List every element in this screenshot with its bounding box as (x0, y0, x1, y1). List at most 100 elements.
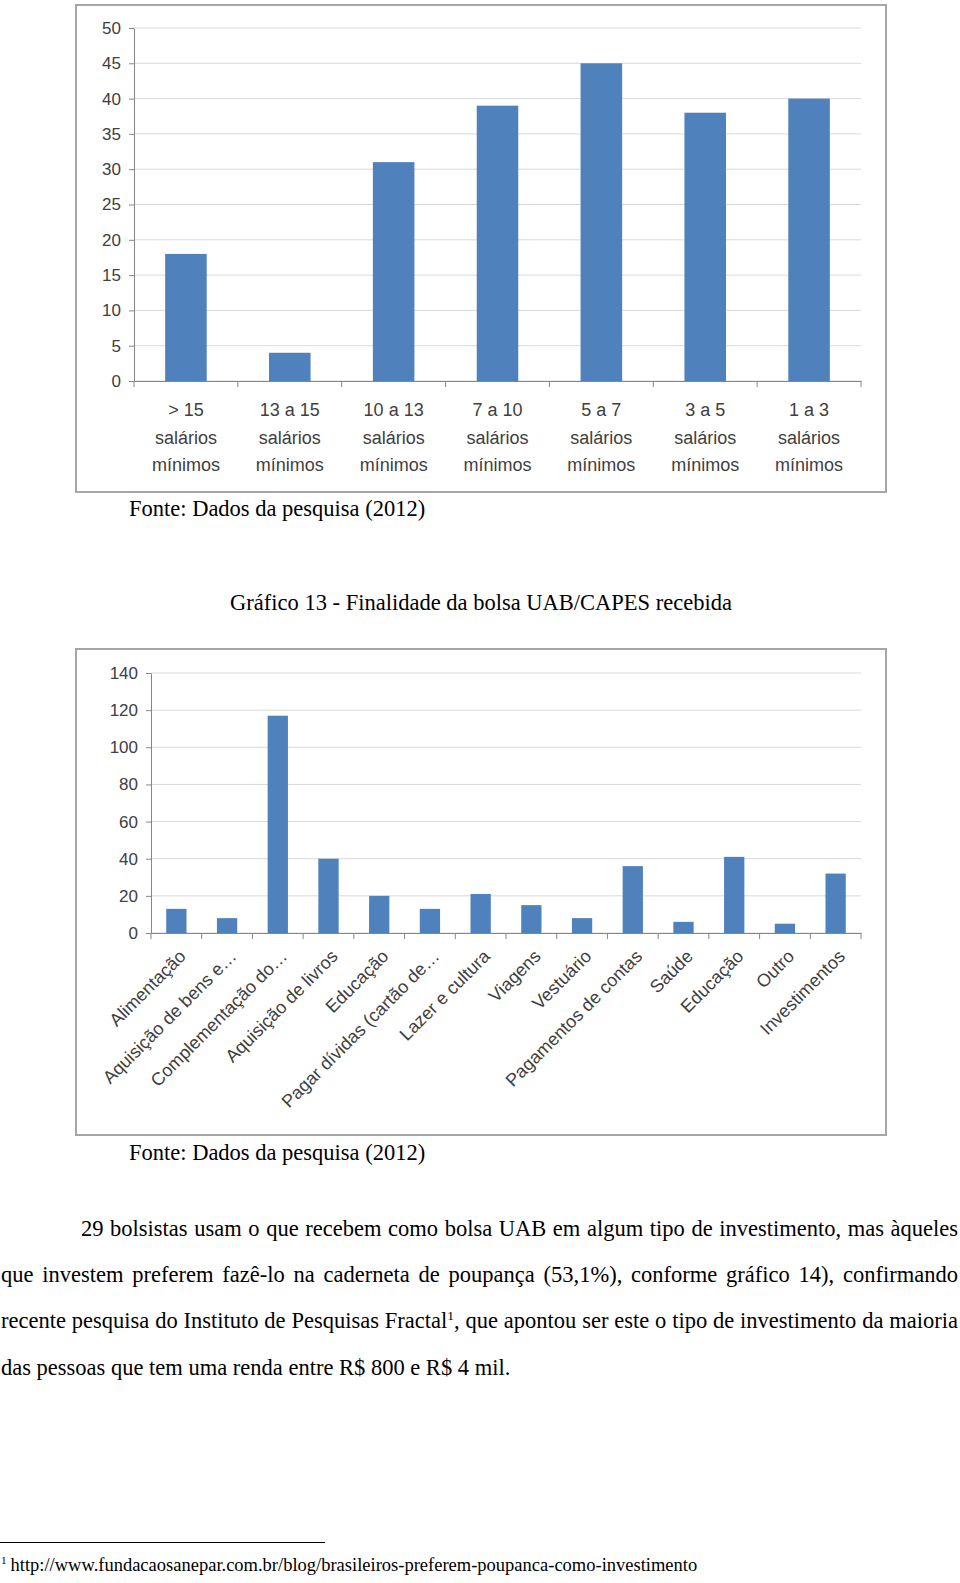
y-tick-mark (146, 859, 151, 860)
x-tick-label-line: salários (466, 428, 528, 448)
y-tick: 0 (129, 924, 151, 943)
y-tick: 20 (119, 887, 151, 906)
category-divider (757, 381, 758, 387)
y-tick: 120 (110, 701, 151, 720)
y-tick-mark (129, 63, 134, 64)
y-tick-mark (129, 275, 134, 276)
category-divider (303, 933, 304, 939)
y-tick-label: 50 (102, 19, 121, 38)
x-tick: Outro (752, 946, 798, 992)
bar (826, 874, 846, 933)
footnote-text: http://www.fundacaosanepar.com.br/blog/b… (11, 1555, 698, 1575)
x-tick-label: Pagamentos de contas (502, 946, 646, 1090)
grid (151, 673, 861, 933)
x-tick: 13 a 15saláriosmínimos (256, 400, 324, 475)
y-tick: 100 (110, 738, 151, 757)
chart-title: Gráfico 13 - Finalidade da bolsa UAB/CAP… (230, 590, 732, 615)
y-tick: 50 (102, 19, 134, 38)
y-tick-label: 60 (119, 813, 138, 832)
y-tick-label: 5 (112, 337, 121, 356)
y-tick-mark (146, 784, 151, 785)
x-tick-label: Investimentos (756, 946, 849, 1039)
bar (788, 99, 830, 381)
y-tick-label: 30 (102, 160, 121, 179)
y-tick: 45 (102, 54, 134, 73)
y-axis-line (134, 29, 135, 382)
y-tick-mark (129, 28, 134, 29)
x-axis-line (135, 381, 862, 382)
footnote: 1http://www.fundacaosanepar.com.br/blog/… (1, 1555, 959, 1576)
category-divider (653, 381, 654, 387)
bar (318, 859, 338, 933)
y-axis: 05101520253035404550 (102, 19, 134, 391)
x-tick-label-line: salários (259, 428, 321, 448)
y-tick-mark (146, 896, 151, 897)
x-tick: 10 a 13saláriosmínimos (360, 400, 428, 475)
y-tick: 30 (102, 160, 134, 179)
y-tick-mark (129, 169, 134, 170)
x-tick-label-line: mínimos (567, 455, 635, 475)
y-tick-mark (146, 933, 151, 934)
category-divider (810, 933, 811, 939)
x-tick-label: Lazer e cultura (396, 945, 495, 1044)
x-tick: 3 a 5saláriosmínimos (671, 400, 739, 475)
category-divider (549, 381, 550, 387)
bars (166, 716, 846, 933)
y-tick: 20 (102, 231, 134, 250)
grid-line (151, 673, 861, 674)
chart-frame (76, 5, 886, 492)
grid (134, 28, 861, 381)
bar (623, 866, 643, 933)
y-tick-mark (129, 240, 134, 241)
category-divider (404, 933, 405, 939)
x-tick-label-line: mínimos (152, 455, 220, 475)
x-tick-label: 13 a 15saláriosmínimos (256, 400, 324, 475)
grid-line (151, 895, 861, 896)
y-tick-mark (129, 99, 134, 100)
x-tick: Investimentos (756, 946, 849, 1039)
bar (477, 106, 519, 381)
grid-line (151, 747, 861, 748)
y-tick-label: 100 (110, 738, 138, 757)
y-tick: 0 (112, 372, 134, 391)
category-divider (455, 933, 456, 939)
x-tick-label-line: 1 a 3 (789, 400, 829, 420)
bar (165, 254, 207, 381)
bar (269, 353, 311, 381)
grid-line (151, 821, 861, 822)
category-divider (151, 933, 152, 939)
y-tick: 140 (110, 664, 151, 683)
x-tick: > 15saláriosmínimos (152, 400, 220, 475)
y-tick: 5 (112, 337, 134, 356)
y-tick-label: 120 (110, 701, 138, 720)
x-tick: 7 a 10saláriosmínimos (463, 400, 531, 475)
x-tick-label-line: salários (570, 428, 632, 448)
category-divider (341, 381, 342, 387)
bar (724, 857, 744, 933)
chart: 020406080100120140AlimentaçãoAquisição d… (76, 649, 886, 1135)
y-axis-line (151, 674, 152, 934)
category-divider (658, 933, 659, 939)
paragraph: 29 bolsistas usam o que recebem como bol… (1, 1206, 958, 1391)
x-tick: Educação (677, 946, 748, 1017)
category-divider (445, 381, 446, 387)
x-tick-label-line: 5 a 7 (581, 400, 621, 420)
category-divider (556, 933, 557, 939)
y-tick-label: 10 (102, 301, 121, 320)
bar (420, 909, 440, 933)
grid-line (134, 63, 861, 64)
bar (775, 924, 795, 933)
bar (268, 716, 288, 933)
y-tick-mark (146, 673, 151, 674)
category-divider (353, 933, 354, 939)
y-tick-label: 15 (102, 266, 121, 285)
grid-line (134, 28, 861, 29)
y-tick-mark (146, 747, 151, 748)
footnote-ref: 1 (447, 1308, 454, 1323)
chart-source: Fonte: Dados da pesquisa (2012) (129, 496, 425, 521)
y-tick-label: 0 (112, 372, 121, 391)
x-tick: 1 a 3saláriosmínimos (775, 400, 843, 475)
x-tick-label-line: salários (674, 428, 736, 448)
x-tick-label: 3 a 5saláriosmínimos (671, 400, 739, 475)
category-divider (861, 933, 862, 939)
